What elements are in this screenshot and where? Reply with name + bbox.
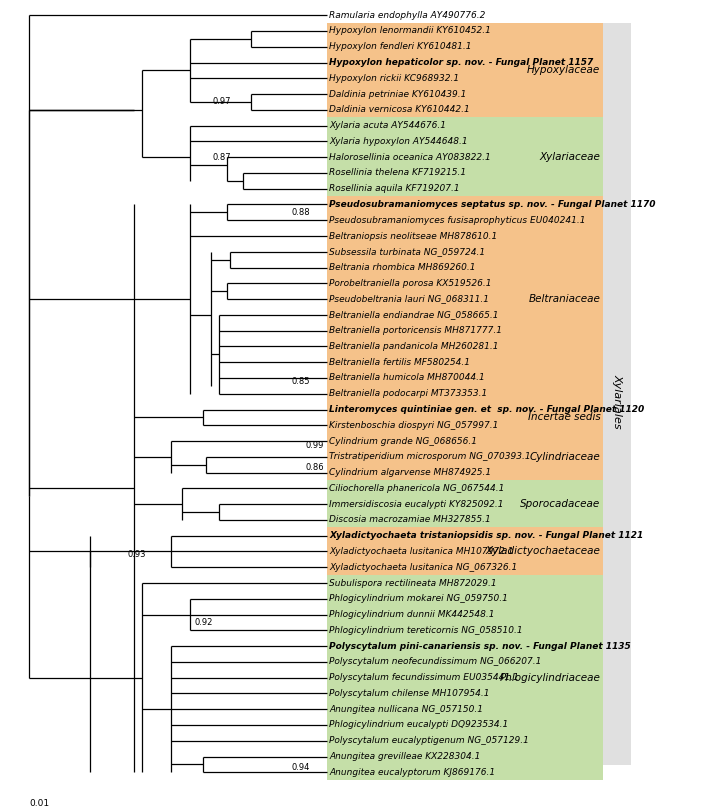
Text: Xylaria hypoxylon AY544648.1: Xylaria hypoxylon AY544648.1 [329,137,468,146]
Text: Polyscytalum chilense MH107954.1: Polyscytalum chilense MH107954.1 [329,689,490,698]
Text: Discosia macrozamiae MH327855.1: Discosia macrozamiae MH327855.1 [329,515,491,524]
Text: Hypoxylon rickii KC968932.1: Hypoxylon rickii KC968932.1 [329,74,460,83]
Text: Xyladictyochaeta tristaniopsidis sp. nov. - Fungal Planet 1121: Xyladictyochaeta tristaniopsidis sp. nov… [329,531,644,540]
Text: Xylaria acuta AY544676.1: Xylaria acuta AY544676.1 [329,122,447,130]
Text: Cylindriaceae: Cylindriaceae [529,452,600,462]
Text: Phlogicylindrium eucalypti DQ923534.1: Phlogicylindrium eucalypti DQ923534.1 [329,720,509,730]
Text: Beltraniella fertilis MF580254.1: Beltraniella fertilis MF580254.1 [329,358,470,367]
Text: 0.88: 0.88 [292,208,311,217]
Text: Immersidiscosia eucalypti KY825092.1: Immersidiscosia eucalypti KY825092.1 [329,500,504,509]
Text: Xyladictyochaeta lusitanica NG_067326.1: Xyladictyochaeta lusitanica NG_067326.1 [329,563,517,572]
Text: Xyladictyochaetaceae: Xyladictyochaetaceae [485,547,600,556]
Bar [327,527,603,575]
Text: Hypoxylon lenormandii KY610452.1: Hypoxylon lenormandii KY610452.1 [329,27,491,36]
Text: Rosellinia aquila KF719207.1: Rosellinia aquila KF719207.1 [329,184,460,194]
Text: Subulispora rectilineata MH872029.1: Subulispora rectilineata MH872029.1 [329,578,497,587]
Text: Halorosellinia oceanica AY083822.1: Halorosellinia oceanica AY083822.1 [329,152,491,162]
Text: 0.86: 0.86 [306,463,325,472]
Text: Beltraniaceae: Beltraniaceae [529,294,600,304]
Text: Beltraniella humicola MH870044.1: Beltraniella humicola MH870044.1 [329,373,485,382]
Bar [327,23,603,118]
Text: Anungitea grevilleae KX228304.1: Anungitea grevilleae KX228304.1 [329,752,481,761]
Text: Kirstenboschia diospyri NG_057997.1: Kirstenboschia diospyri NG_057997.1 [329,420,499,430]
Bar [327,117,603,197]
Text: Daldinia vernicosa KY610442.1: Daldinia vernicosa KY610442.1 [329,105,470,114]
Text: Pseudosubramaniomyces fusisaprophyticus EU040241.1: Pseudosubramaniomyces fusisaprophyticus … [329,215,586,224]
Text: Anungitea eucalyptorum KJ869176.1: Anungitea eucalyptorum KJ869176.1 [329,768,496,777]
Bar [603,23,631,765]
Text: Phlogicylindrium dunnii MK442548.1: Phlogicylindrium dunnii MK442548.1 [329,610,495,619]
Text: Ciliochorella phanericola NG_067544.1: Ciliochorella phanericola NG_067544.1 [329,484,505,492]
Text: Phlogicylindrium mokarei NG_059750.1: Phlogicylindrium mokarei NG_059750.1 [329,595,508,603]
Text: Polyscytalum fecundissimum EU035441.1: Polyscytalum fecundissimum EU035441.1 [329,673,519,682]
Bar [327,575,603,781]
Text: Cylindrium algarvense MH874925.1: Cylindrium algarvense MH874925.1 [329,468,491,477]
Text: Beltraniella portoricensis MH871777.1: Beltraniella portoricensis MH871777.1 [329,326,503,335]
Text: 0.92: 0.92 [195,618,213,627]
Text: Polyscytalum pini-canariensis sp. nov. - Fungal Planet 1135: Polyscytalum pini-canariensis sp. nov. -… [329,642,631,650]
Bar [327,433,603,481]
Text: 0.99: 0.99 [306,441,325,450]
Text: Polyscytalum eucalyptigenum NG_057129.1: Polyscytalum eucalyptigenum NG_057129.1 [329,736,529,745]
Text: Xyladictyochaeta lusitanica MH107972.1: Xyladictyochaeta lusitanica MH107972.1 [329,547,514,556]
Text: Beltraniella endiandrae NG_058665.1: Beltraniella endiandrae NG_058665.1 [329,310,499,319]
Text: Pseudosubramaniomyces septatus sp. nov. - Fungal Planet 1170: Pseudosubramaniomyces septatus sp. nov. … [329,200,656,209]
Text: 0.97: 0.97 [213,97,231,106]
Text: Beltraniopsis neolitseae MH878610.1: Beltraniopsis neolitseae MH878610.1 [329,232,498,241]
Text: Polyscytalum neofecundissimum NG_066207.1: Polyscytalum neofecundissimum NG_066207.… [329,658,542,667]
Text: Tristratiperidium microsporum NG_070393.1: Tristratiperidium microsporum NG_070393.… [329,452,531,462]
Text: Ramularia endophylla AY490776.2: Ramularia endophylla AY490776.2 [329,11,486,19]
Bar [327,196,603,402]
Text: Hypoxylon hepaticolor sp. nov. - Fungal Planet 1157: Hypoxylon hepaticolor sp. nov. - Fungal … [329,58,594,67]
Text: Hypoxylaceae: Hypoxylaceae [527,66,600,75]
Text: Xylariales: Xylariales [612,374,622,429]
Text: Subsessila turbinata NG_059724.1: Subsessila turbinata NG_059724.1 [329,247,486,256]
Text: Pseudobeltrania lauri NG_068311.1: Pseudobeltrania lauri NG_068311.1 [329,295,489,304]
Text: Cylindrium grande NG_068656.1: Cylindrium grande NG_068656.1 [329,437,477,446]
Text: 0.01: 0.01 [29,799,50,808]
Text: Phlogicylindrium tereticornis NG_058510.1: Phlogicylindrium tereticornis NG_058510.… [329,626,523,635]
Text: 0.93: 0.93 [128,550,146,559]
Text: 0.94: 0.94 [292,763,310,772]
Text: Xylariaceae: Xylariaceae [540,152,600,162]
Text: 0.85: 0.85 [292,377,311,386]
Text: Linteromyces quintiniae gen. et  sp. nov. - Fungal Planet 1120: Linteromyces quintiniae gen. et sp. nov.… [329,405,645,414]
Text: Rosellinia thelena KF719215.1: Rosellinia thelena KF719215.1 [329,168,467,177]
Text: Phlogicylindriaceae: Phlogicylindriaceae [499,672,600,683]
Bar [327,401,603,433]
Text: Beltrania rhombica MH869260.1: Beltrania rhombica MH869260.1 [329,263,476,272]
Text: Hypoxylon fendleri KY610481.1: Hypoxylon fendleri KY610481.1 [329,42,472,51]
Text: Sporocadaceae: Sporocadaceae [520,499,600,509]
Text: Daldinia petriniae KY610439.1: Daldinia petriniae KY610439.1 [329,90,467,99]
Text: Incertae sedis: Incertae sedis [528,412,600,422]
Text: Beltraniella podocarpi MT373353.1: Beltraniella podocarpi MT373353.1 [329,390,488,399]
Text: Porobeltraniella porosa KX519526.1: Porobeltraniella porosa KX519526.1 [329,279,492,288]
Bar [327,480,603,528]
Text: 0.87: 0.87 [212,152,231,162]
Text: Anungitea nullicana NG_057150.1: Anungitea nullicana NG_057150.1 [329,705,484,714]
Text: Beltraniella pandanicola MH260281.1: Beltraniella pandanicola MH260281.1 [329,342,499,351]
